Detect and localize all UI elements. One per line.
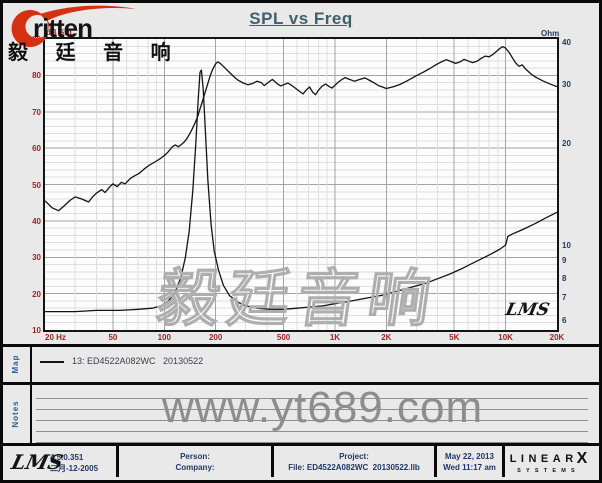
app-version-date: 二月-12-2005 xyxy=(50,463,99,473)
notes-rule-line xyxy=(36,431,588,432)
page-title: SPL vs Freq xyxy=(249,9,353,28)
divider-notes-footer xyxy=(3,443,599,446)
left-axis-unit-label: dB SPL xyxy=(46,28,75,37)
x-axis-tick-label: 1K xyxy=(329,333,341,342)
spl-impedance-plot xyxy=(43,37,559,332)
footer-person-cell: Person: Company: xyxy=(119,447,271,477)
right-axis-tick-label: 6 xyxy=(562,315,567,325)
right-axis-tick-label: 10 xyxy=(562,241,571,251)
plot-canvas xyxy=(45,39,557,330)
footer-cell-border xyxy=(116,446,119,477)
print-date: May 22, 2013 xyxy=(445,452,494,461)
notes-watermark-text: www.yt689.com xyxy=(162,383,484,432)
left-axis-tick-label: 60 xyxy=(32,144,41,154)
linearx-x: X xyxy=(576,450,588,467)
left-axis-tick-label: 30 xyxy=(32,253,41,263)
logo-brand-text: ritten xyxy=(33,13,93,43)
x-axis-tick-label: 200 xyxy=(208,333,223,342)
map-panel-label: Map xyxy=(11,354,20,374)
right-axis-tick-label: 20 xyxy=(562,139,571,149)
logo-swoosh-icon xyxy=(11,5,136,47)
right-axis-tick-label: 7 xyxy=(562,293,567,303)
x-axis-tick-label: 100 xyxy=(157,333,171,342)
notes-rule-line xyxy=(36,398,588,399)
project-label: Project: xyxy=(339,452,369,461)
legend-entry: 13: ED4522A082WC 20130522 xyxy=(72,356,204,366)
brand-logo: ritten 毅 廷 音 响 xyxy=(6,2,171,64)
right-axis-unit-label: Ohm xyxy=(541,29,560,38)
left-axis-tick-label: 10 xyxy=(32,326,41,335)
right-axis-tick-label: 30 xyxy=(562,80,571,90)
logo-chinese-text: 毅 廷 音 响 xyxy=(8,42,182,64)
x-axis-tick-label: 20K xyxy=(549,333,565,342)
divider-map-notes xyxy=(3,382,599,385)
company-label: Company: xyxy=(175,463,215,472)
spl-curve xyxy=(45,45,557,212)
x-axis-tick-label: 50 xyxy=(108,333,118,342)
footer-cell-border xyxy=(434,446,437,477)
x-axis-tick-label: 20 Hz xyxy=(45,333,66,342)
legend-line-sample xyxy=(40,361,64,363)
notes-rule-line xyxy=(36,420,588,421)
person-label: Person: xyxy=(180,452,210,461)
left-axis-tick-label: 70 xyxy=(32,107,41,117)
x-axis-tick-label: 10K xyxy=(498,333,513,342)
side-label-column-border xyxy=(30,344,32,446)
right-axis-tick-label: 8 xyxy=(562,273,567,283)
left-axis-tick-label: 80 xyxy=(32,71,41,81)
print-time: Wed 11:17 am xyxy=(443,463,496,472)
x-axis-tick-label: 5K xyxy=(449,333,460,342)
left-axis-tick-label: 50 xyxy=(32,180,41,190)
lms-script-mark: LMS xyxy=(503,300,552,320)
footer-version-block: 4.5.0.351 二月-12-2005 xyxy=(50,448,98,477)
notes-rule-line xyxy=(36,409,588,410)
divider-chart-map xyxy=(3,344,599,347)
left-axis-tick-label: 20 xyxy=(32,289,41,299)
linearx-systems-text: SYSTEMS xyxy=(517,468,580,474)
x-axis-tick-label: 2K xyxy=(381,333,392,342)
notes-rule-line xyxy=(36,442,588,443)
footer-lms-logo: LMS xyxy=(9,450,66,474)
linearx-letters: LINEAR xyxy=(509,453,578,465)
footer-cell-border xyxy=(502,446,505,477)
left-axis-tick-label: 40 xyxy=(32,216,41,226)
project-file: File: ED4522A082WC 20130522.llb xyxy=(288,463,420,472)
footer-cell-border xyxy=(271,446,274,477)
footer-date-cell: May 22, 2013 Wed 11:17 am xyxy=(437,447,502,477)
impedance-curve xyxy=(45,69,557,313)
x-axis-tick-label: 500 xyxy=(276,333,291,342)
footer-project-cell: Project: File: ED4522A082WC 20130522.llb xyxy=(274,447,434,477)
linearx-logo: LINEAR X SYSTEMS xyxy=(503,447,594,477)
right-axis-tick-label: 9 xyxy=(562,256,567,266)
app-version: 4.5.0.351 xyxy=(50,452,84,462)
notes-panel-label: Notes xyxy=(11,400,20,428)
right-axis-tick-label: 40 xyxy=(562,37,571,47)
